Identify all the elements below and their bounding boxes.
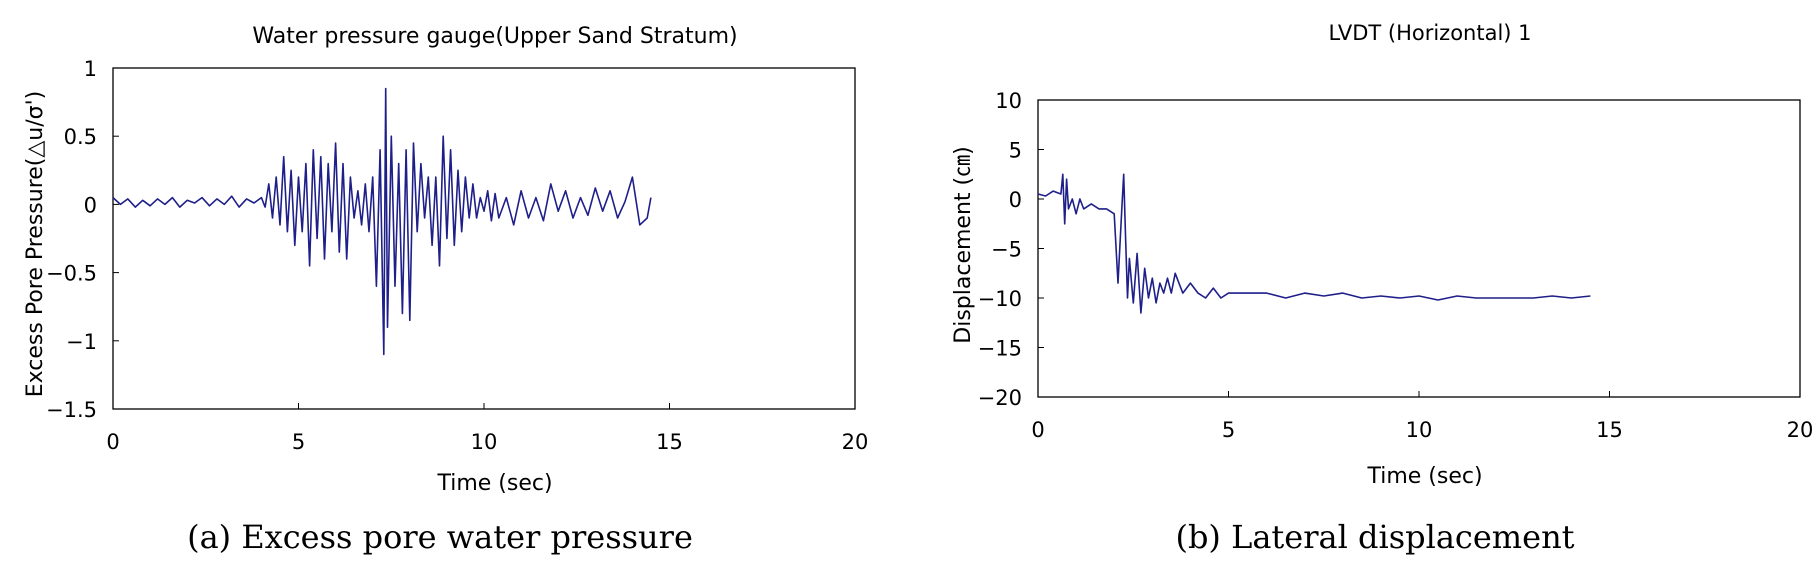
- chart-b-x-tick-label: 20: [1787, 418, 1814, 442]
- chart-a-title: Water pressure gauge(Upper Sand Stratum): [252, 24, 737, 49]
- chart-a-y-tick-label: 0.5: [64, 125, 97, 149]
- chart-b-y-tick-label: −10: [978, 287, 1022, 311]
- chart-b-y-tick-label: 5: [1009, 139, 1022, 163]
- chart-a-x-tick-label: 10: [471, 430, 498, 454]
- chart-a-y-tick-label: −1: [66, 330, 97, 354]
- chart-b-plot-frame: [1037, 99, 1801, 398]
- chart-a-x-tick-label: 20: [842, 430, 869, 454]
- chart-b-x-tick-label: 15: [1596, 418, 1623, 442]
- chart-a-x-tick-label: 0: [106, 430, 119, 454]
- chart-b-x-tick-label: 0: [1031, 418, 1044, 442]
- chart-b-xlabel: Time (sec): [1366, 464, 1482, 489]
- chart-a-xlabel: Time (sec): [436, 471, 552, 496]
- chart-a-y-tick-label: −0.5: [46, 262, 97, 286]
- chart-b-x-tick-label: 10: [1406, 418, 1433, 442]
- chart-a-ylabel: Excess Pore Pressure(△u/σ'): [23, 91, 48, 398]
- chart-a-series-line: [112, 87, 652, 356]
- chart-a-y-tick-label: −1.5: [46, 398, 97, 422]
- chart-a-plot-frame: [112, 67, 856, 410]
- chart-b-y-tick-label: 10: [995, 89, 1022, 113]
- chart-b-x-tick-label: 5: [1222, 418, 1235, 442]
- chart-a-y-tick-label: 0: [84, 193, 97, 217]
- chart-b-ylabel: Displacement (㎝): [951, 146, 976, 343]
- chart-panel-a: Water pressure gauge(Upper Sand Stratum)…: [23, 24, 868, 556]
- chart-a-caption: (a) Excess pore water pressure: [187, 518, 693, 556]
- chart-b-title: LVDT (Horizontal) 1: [1328, 21, 1531, 45]
- chart-a-x-tick-label: 5: [292, 430, 305, 454]
- chart-b-y-tick-label: 0: [1009, 188, 1022, 212]
- chart-panel-b: LVDT (Horizontal) 1 Displacement (㎝) Tim…: [951, 21, 1813, 556]
- chart-b-caption: (b) Lateral displacement: [1175, 518, 1574, 556]
- chart-a-x-tick-label: 15: [656, 430, 683, 454]
- chart-a-y-tick-label: 1: [84, 57, 97, 81]
- chart-b-y-tick-label: −5: [991, 238, 1022, 262]
- chart-b-y-tick-label: −15: [978, 337, 1022, 361]
- chart-b-y-tick-label: −20: [978, 386, 1022, 410]
- chart-b-series-line: [1037, 173, 1591, 314]
